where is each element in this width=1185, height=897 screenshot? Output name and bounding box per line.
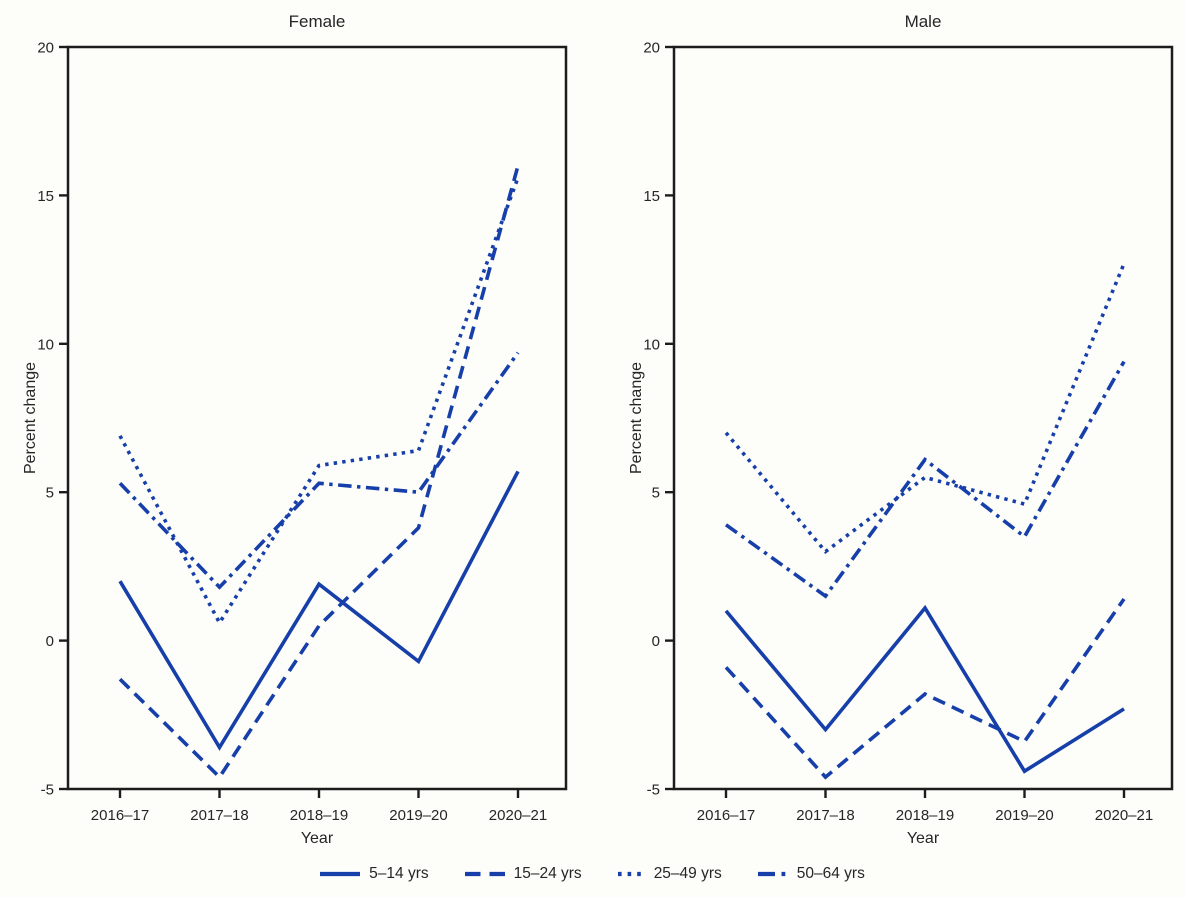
x-axis-label-female: Year	[300, 830, 334, 847]
series-line-25-49-yrs	[724, 263, 1126, 555]
series-line-5-14-yrs	[724, 604, 1125, 774]
x-tick-label: 2020–21	[1095, 807, 1153, 824]
x-tick-label: 2017–18	[796, 807, 854, 824]
y-axis-label-female: Percent change	[22, 361, 39, 475]
legend-label: 50–64 yrs	[796, 865, 865, 882]
y-tick-label: -5	[41, 782, 54, 799]
x-tick-label: 2019–20	[995, 807, 1053, 824]
panel-title-female: Female	[288, 12, 346, 31]
legend: 5–14 yrs 15–24 yrs 25–49 yrs 50–64 yrs	[0, 859, 1185, 889]
panel-title-male: Male	[904, 12, 942, 31]
x-axis-ticks: 2016–17 2017–18 2018–19 2019–20 2020–21	[91, 789, 547, 824]
legend-item-15-24-yrs: 15–24 yrs	[464, 865, 582, 883]
legend-item-5-14-yrs: 5–14 yrs	[320, 865, 429, 883]
legend-line-sample-dashdot	[757, 871, 788, 877]
y-axis-label-male: Percent change	[628, 361, 645, 475]
series-line-25-49-yrs	[118, 176, 520, 627]
series-line-15-24-yrs	[118, 165, 520, 780]
y-tick-label: 5	[652, 485, 660, 502]
series-line-15-24-yrs	[724, 597, 1126, 780]
legend-item-50-64-yrs: 50–64 yrs	[757, 865, 865, 883]
y-tick-label: 10	[643, 336, 660, 353]
y-tick-label: 0	[46, 633, 54, 650]
y-tick-label: 15	[37, 188, 54, 205]
x-axis-label-male: Year	[906, 830, 940, 847]
y-tick-label: 15	[643, 188, 660, 205]
legend-line-sample-dotted	[617, 871, 645, 877]
y-axis-ticks: -5 0 5 10 15 20	[37, 40, 68, 799]
legend-item-25-49-yrs: 25–49 yrs	[617, 865, 722, 883]
y-tick-label: 0	[652, 633, 660, 650]
legend-label: 25–49 yrs	[653, 865, 722, 882]
series-line-50-64-yrs	[118, 351, 520, 590]
legend-line-sample-dashed	[464, 871, 505, 877]
legend-label: 15–24 yrs	[513, 865, 582, 882]
y-tick-label: 10	[37, 336, 54, 353]
y-tick-label: 5	[46, 485, 54, 502]
x-tick-label: 2016–17	[697, 807, 755, 824]
series-line-50-64-yrs	[724, 360, 1126, 599]
y-axis-ticks: -5 0 5 10 15 20	[643, 40, 674, 799]
y-tick-label: -5	[647, 782, 660, 799]
x-tick-label: 2020–21	[489, 807, 547, 824]
plot-border	[66, 45, 568, 791]
y-tick-label: 20	[37, 40, 54, 57]
x-axis-ticks: 2016–17 2017–18 2018–19 2019–20 2020–21	[697, 789, 1153, 824]
x-tick-label: 2016–17	[91, 807, 149, 824]
y-tick-label: 20	[643, 40, 660, 57]
series-line-5-14-yrs	[118, 470, 520, 751]
legend-label: 5–14 yrs	[369, 865, 429, 882]
x-tick-label: 2018–19	[896, 807, 954, 824]
x-tick-label: 2018–19	[290, 807, 348, 824]
x-tick-label: 2017–18	[190, 807, 248, 824]
x-tick-label: 2019–20	[389, 807, 447, 824]
plot-border	[672, 45, 1174, 791]
legend-line-sample-solid	[320, 871, 361, 877]
